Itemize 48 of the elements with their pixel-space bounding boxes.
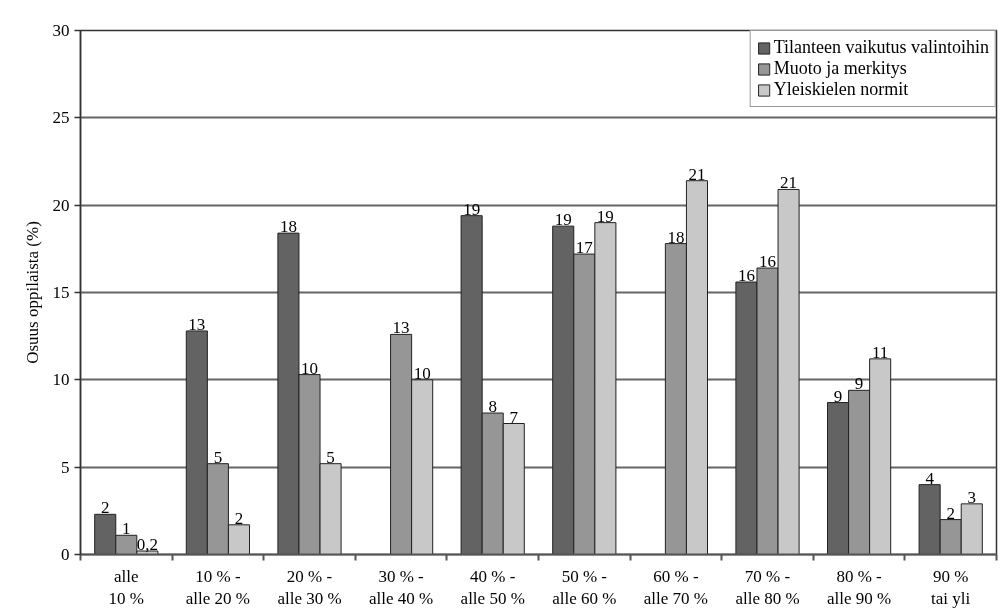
x-tick-label: alle 10 % (108, 566, 145, 609)
data-label: 1 (122, 519, 131, 539)
y-tick-label: 5 (61, 457, 70, 477)
y-tick-label: 25 (52, 108, 70, 128)
data-label: 2 (946, 503, 955, 523)
legend-label: Yleiskielen normit (773, 79, 909, 100)
x-tick-label: 80 % - alle 90 % (827, 566, 892, 609)
y-axis-title: Osuus oppilaista (%) (22, 221, 42, 364)
data-label: 18 (667, 227, 685, 247)
x-tick-label: 20 % - alle 30 % (277, 566, 342, 609)
data-label: 19 (596, 206, 614, 226)
data-label: 13 (392, 318, 410, 338)
data-label: 16 (737, 266, 755, 286)
data-label: 10 (301, 358, 318, 378)
x-tick-label: 60 % - alle 70 % (643, 566, 708, 609)
x-tick-label: 10 % - alle 20 % (185, 566, 250, 609)
data-label: 10 (413, 363, 431, 383)
data-label: 13 (188, 314, 206, 334)
data-label: 2 (100, 498, 110, 518)
data-label: 21 (780, 173, 798, 193)
data-label: 0,2 (136, 535, 158, 555)
y-tick-label: 0 (61, 545, 70, 564)
data-label: 17 (575, 238, 594, 258)
data-label: 3 (967, 487, 977, 507)
data-label: 21 (688, 164, 706, 184)
data-label: 11 (871, 342, 889, 362)
data-label: 16 (759, 252, 776, 272)
data-label: 18 (279, 217, 297, 237)
legend-label: Muoto ja merkitys (773, 58, 907, 79)
data-label: 19 (554, 210, 572, 230)
y-tick-label: 20 (52, 195, 70, 215)
legend-label: Tilanteen vaikutus valintoihin (773, 37, 989, 58)
data-label: 5 (213, 447, 223, 467)
data-label: 9 (833, 386, 843, 406)
data-label: 9 (854, 374, 864, 394)
data-label: 4 (925, 468, 935, 488)
x-tick-label: 40 % - alle 50 % (460, 566, 525, 609)
x-tick-label: 50 % - alle 60 % (552, 566, 617, 609)
data-label: 2 (234, 508, 244, 528)
x-tick-label: 90 % tai yli (931, 566, 971, 609)
y-tick-label: 15 (52, 283, 70, 302)
y-tick-label: 10 (52, 370, 70, 390)
y-tick-label: 30 (52, 21, 70, 40)
x-tick-label: 70 % - alle 80 % (735, 566, 800, 609)
data-label: 8 (488, 397, 497, 417)
x-tick-label: 30 % - alle 40 % (369, 566, 434, 609)
data-label: 7 (509, 407, 519, 427)
data-label: 5 (326, 447, 335, 467)
